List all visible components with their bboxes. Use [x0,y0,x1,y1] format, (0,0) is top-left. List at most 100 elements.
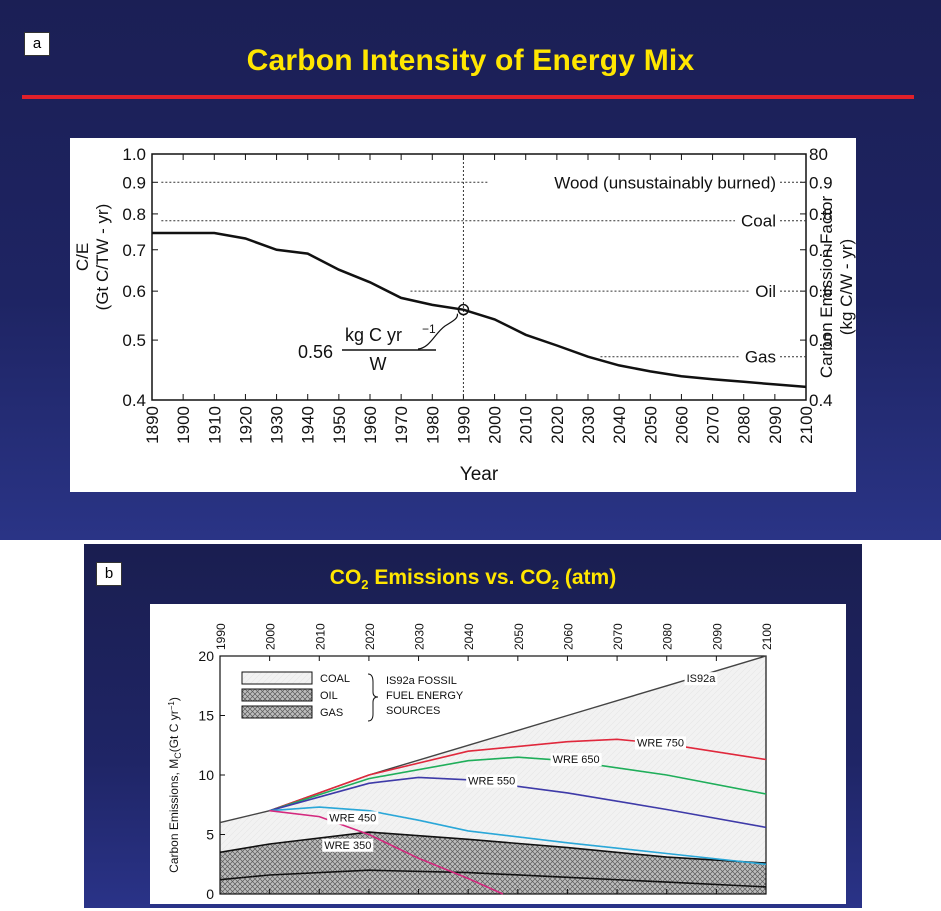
y-tick-label-left: 1.0 [122,145,146,164]
x-tick-label-b: 2020 [363,623,377,650]
annotation-exponent: −1 [422,322,436,336]
panel-b: b CO2 Emissions vs. CO2 (atm) 1990 2000 20… [84,544,862,908]
legend-note-line: SOURCES [386,705,440,717]
series-label-bg [684,672,718,686]
y-axis-label-right-2: (kg C/W - yr) [837,239,856,335]
ref-line-label: Coal [741,212,776,231]
series-label-bg [327,811,379,825]
series-label: IS92a [687,673,717,685]
x-tick-label: 1990 [454,406,473,444]
chart-a: 1890 1900 1910 1920 1930 1940 1950 1960 1970 1980… [73,145,856,485]
y-tick-label-right: 0.9 [809,173,833,192]
y-tick-label-b: 0 [206,886,214,902]
y-tick-label-left: 0.4 [122,391,146,410]
panel-a: a Carbon Intensity of Energy Mix 1890 190… [0,0,941,540]
series-label: WRE 350 [324,840,371,852]
y-tick-label-right: 0.4 [809,391,833,410]
y-axis-label-left-2: (Gt C/TW - yr) [93,204,112,311]
y-tick-label-right: 0.7 [809,241,833,260]
x-tick-label-b: 1990 [214,623,228,650]
y-label-tail: (Gt C yr [167,710,181,752]
x-tick-label: 2020 [548,406,567,444]
series-label: WRE 450 [329,812,376,824]
x-tick-label: 2080 [735,406,754,444]
annotation-coef: 0.56 [298,342,333,362]
chart-a-card: 1890 1900 1910 1920 1930 1940 1950 1960 1970 1980… [70,138,856,492]
series-label: WRE 750 [637,737,684,749]
marker-circle [457,303,470,316]
y-tick-label-left: 0.5 [122,331,146,350]
panel-a-badge: a [24,32,50,56]
gas-area-top [219,869,767,888]
ref-line-label: Gas [745,348,776,367]
x-tick-label-b: 2040 [462,623,476,650]
x-tick-label: 1940 [299,406,318,444]
title-b-sub-1: 2 [361,577,369,593]
y-label-main: Carbon Emissions, M [167,759,181,873]
series-label-bg [550,753,602,767]
title-b-part-1: CO [329,566,362,589]
series-label-bg [466,774,518,788]
x-tick-label-b: 2060 [561,623,575,650]
series-line [269,809,504,895]
y-axis-label-left-1: C/E [73,243,92,271]
x-tick-label: 2000 [486,406,505,444]
x-tick-label: 2040 [610,406,629,444]
x-tick-label: 2050 [641,406,660,444]
title-b-part-2: Emissions vs. CO [368,566,552,589]
x-tick-label-b: 2090 [710,623,724,650]
x-tick-label: 1960 [361,406,380,444]
x-tick-label: 1950 [330,406,349,444]
chart-b: 1990 2000 2010 2020 2030 2040 2050 2060 2070 2080… [167,623,774,902]
y-label-close: ) [167,697,181,701]
x-tick-label-b: 2050 [512,623,526,650]
y-tick-label-b: 10 [198,767,214,783]
x-tick-label-b: 2100 [760,623,774,650]
annotation-numerator: kg C yr [345,325,402,345]
y-tick-label-right: 0.6 [809,282,833,301]
annotation-denominator: W [370,354,387,374]
x-tick-label: 1930 [268,406,287,444]
series-label: WRE 650 [553,754,600,766]
legend-note-line: FUEL ENERGY [386,690,464,702]
x-axis-label: Year [460,464,499,485]
y-axis-label-right-1: Carbon Emission Factor [817,195,836,378]
x-tick-label-b: 2080 [661,623,675,650]
y-tick-label-b: 20 [198,648,214,664]
ref-line-label: Wood (unsustainably burned) [554,173,776,192]
panel-a-title: Carbon Intensity of Energy Mix [246,44,695,77]
x-tick-label: 1910 [205,406,224,444]
y-tick-label-left: 0.6 [122,282,146,301]
series-line [269,806,767,866]
series-label-bg [322,838,374,852]
x-tick-label: 2100 [797,406,816,444]
legend-swatch [241,688,313,702]
x-tick-label: 2030 [579,406,598,444]
series-line [269,756,767,812]
x-tick-label: 2090 [766,406,785,444]
x-tick-label: 1980 [423,406,442,444]
x-tick-label-b: 2030 [413,623,427,650]
legend-brace [367,673,379,722]
x-tick-label-b: 2010 [313,623,327,650]
legend-label: OIL [320,690,338,702]
legend-note-line: IS92a FOSSIL [386,675,457,687]
oil-area-top [219,831,767,864]
y-tick-label-b: 5 [206,827,214,843]
legend-swatch [241,705,313,719]
y-tick-label-left: 0.9 [122,173,146,192]
y-tick-label-left: 0.7 [122,241,146,260]
x-tick-label: 1970 [392,406,411,444]
y-axis-label-b: Carbon Emissions, MC(Gt C yr−1) [167,697,183,873]
legend-label: GAS [320,707,343,719]
x-tick-label: 2070 [704,406,723,444]
title-b-part-3: (atm) [559,566,617,589]
plot-frame [151,153,807,401]
x-tick-label: 1920 [236,406,255,444]
y-label-exp: −1 [167,701,176,711]
ce-series-line [152,231,807,389]
chart-b-card: 1990 2000 2010 2020 2030 2040 2050 2060 2070 2080… [150,604,846,904]
legend-swatch [241,671,313,685]
y-tick-label-right: 0.5 [809,331,833,350]
x-tick-label-b: 2000 [264,623,278,650]
